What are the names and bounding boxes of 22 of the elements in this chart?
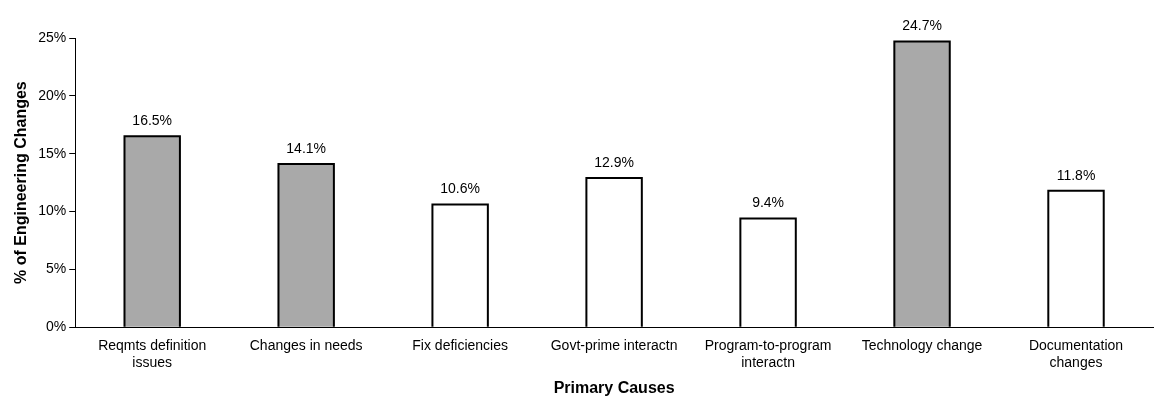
x-tick-label: Documentation changes <box>1028 337 1124 371</box>
y-tick-label: 5% <box>45 260 67 277</box>
y-tick-label: 20% <box>38 86 67 103</box>
x-axis-title: Primary Causes <box>553 378 675 396</box>
y-tick-label: 0% <box>45 318 67 335</box>
data-label: 14.1% <box>286 139 327 156</box>
x-tick-label: Changes in needs <box>249 337 363 354</box>
y-tick-label: 10% <box>38 202 67 219</box>
x-tick-label: Fix deficiencies <box>412 337 508 354</box>
x-tick-label: Technology change <box>861 337 983 354</box>
y-axis-title: % of Engineering Changes <box>12 81 30 284</box>
data-label: 12.9% <box>594 153 634 170</box>
data-label: 9.4% <box>752 194 785 211</box>
x-tick-label: Reqmts definition issues <box>98 337 207 371</box>
y-tick-label: 15% <box>38 144 67 161</box>
y-tick-label: 25% <box>38 28 67 45</box>
x-tick-label: Govt-prime interactn <box>550 337 678 354</box>
data-label: 16.5% <box>132 112 173 129</box>
x-tick-label: Program-to-program interactn <box>704 337 832 371</box>
data-label: 10.6% <box>440 180 480 197</box>
data-label: 24.7% <box>902 17 942 34</box>
data-label: 11.8% <box>1056 166 1096 183</box>
